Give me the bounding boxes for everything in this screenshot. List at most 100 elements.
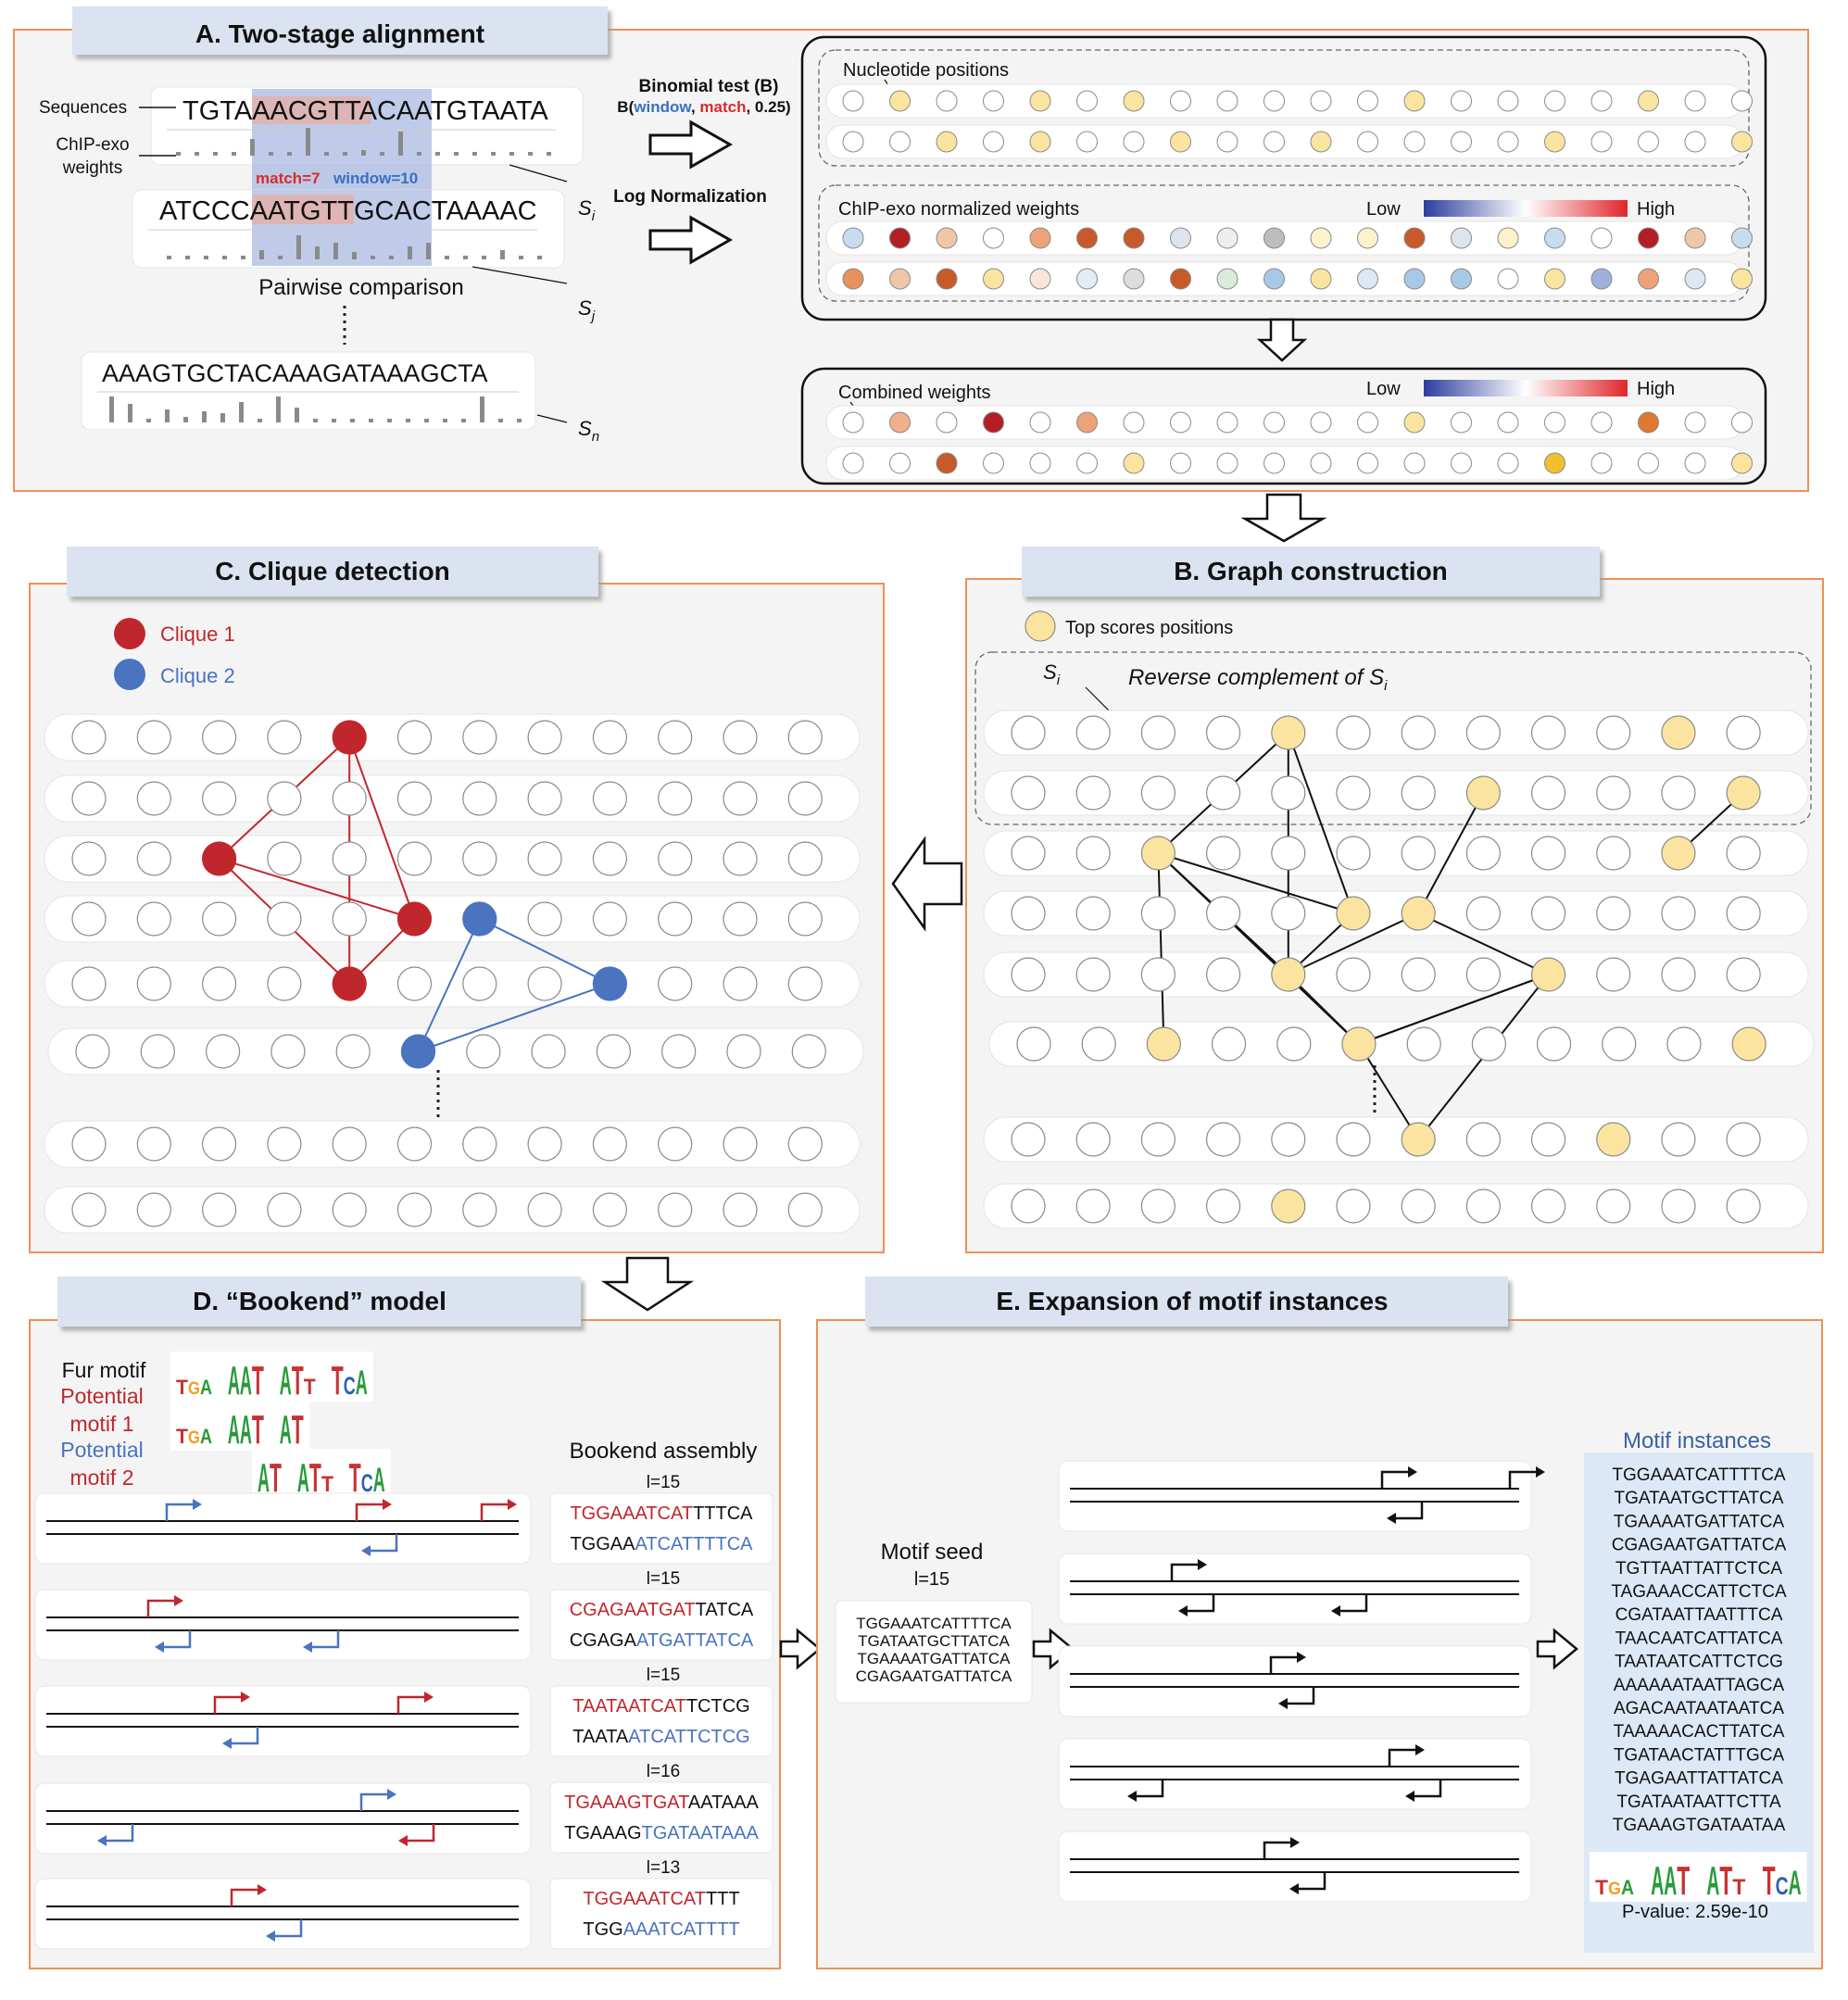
position-node	[136, 841, 171, 876]
position-node	[787, 841, 823, 876]
position-node	[267, 901, 302, 937]
position-node	[1075, 896, 1111, 931]
logo-letter: T	[252, 1358, 264, 1403]
reverse-site-arrow	[406, 1824, 435, 1843]
position-node	[1596, 1189, 1631, 1224]
position-dot	[1451, 411, 1472, 434]
position-dot	[1357, 268, 1378, 290]
position-node	[1661, 896, 1696, 931]
graph-nodes	[1011, 715, 1766, 1224]
position-dot	[936, 268, 958, 290]
logo-background	[170, 1401, 309, 1451]
sequence-row	[44, 713, 861, 761]
reverse-site-arrow	[273, 1919, 303, 1938]
position-dot	[1029, 452, 1051, 474]
position-dot	[842, 268, 864, 290]
position-dot	[1357, 411, 1378, 434]
low-label-2: Low	[1366, 379, 1401, 399]
position-dot	[1310, 90, 1332, 112]
logo-letter: T	[349, 1455, 361, 1501]
position-dot	[1684, 131, 1706, 153]
position-dot	[842, 411, 864, 434]
position-node	[1530, 775, 1566, 811]
sequence-row	[44, 835, 861, 883]
weight-bar	[408, 246, 412, 259]
chipexo-bars-n	[109, 396, 522, 422]
top-score-node	[1661, 715, 1696, 750]
graph-edge	[1358, 1043, 1420, 1140]
weight-bar	[371, 256, 375, 259]
position-dot	[1451, 90, 1472, 112]
position-dot	[1216, 90, 1238, 112]
arrowhead	[97, 1835, 107, 1846]
position-node	[1075, 836, 1111, 871]
strand-card	[34, 1589, 532, 1661]
position-dot	[1263, 131, 1285, 153]
arrowhead	[241, 1692, 250, 1703]
position-node	[396, 1192, 433, 1227]
arrow-down-combined	[1256, 318, 1308, 362]
position-dot	[1403, 131, 1426, 153]
weight-bar	[424, 419, 429, 422]
assembly-top: TGAAAGTGATAATAAA	[564, 1792, 759, 1813]
position-dot	[889, 411, 911, 434]
arrowhead	[1405, 1791, 1414, 1802]
arrow-right-to-expansion	[779, 1628, 822, 1670]
top-scores-label: Top scores positions	[1065, 618, 1233, 638]
assembly-length: l=15	[647, 1569, 680, 1589]
position-node	[1465, 1122, 1501, 1157]
position-dot	[1544, 268, 1565, 290]
reverse-site-arrow	[1286, 1687, 1315, 1705]
assembly-bottom: TAATAATCATTCTCG	[572, 1727, 749, 1747]
graph-edge	[1157, 852, 1165, 1045]
logo-letter: A	[200, 1426, 212, 1448]
position-node	[723, 901, 758, 937]
weight-bar	[387, 419, 392, 422]
top-score-node	[1661, 836, 1696, 871]
position-dot	[1029, 268, 1051, 290]
position-node	[592, 781, 628, 816]
clique1-node	[202, 841, 237, 876]
reverse-site-arrow	[1186, 1594, 1215, 1613]
position-node	[1011, 836, 1046, 871]
position-dot	[842, 131, 864, 153]
chipexo-bars-i	[176, 128, 551, 156]
position-node	[723, 841, 758, 876]
position-node	[1661, 957, 1696, 992]
weight-bar	[146, 419, 151, 422]
arrowhead	[174, 1595, 183, 1606]
top-score-node	[1140, 836, 1175, 871]
weight-bar	[185, 256, 190, 259]
position-node	[787, 966, 823, 1001]
position-node	[658, 966, 693, 1001]
top-score-node	[1731, 1026, 1766, 1062]
position-dot	[1731, 131, 1753, 153]
position-node	[1140, 1122, 1175, 1157]
position-node	[71, 1192, 107, 1227]
logo-letter: G	[1608, 1879, 1621, 1899]
position-node	[1530, 896, 1566, 931]
logo-letter: G	[188, 1378, 200, 1399]
arrow-down-to-graph	[1240, 493, 1327, 543]
reverse-site-arrow	[1135, 1780, 1164, 1798]
position-dot	[1731, 411, 1753, 434]
top-score-node	[1401, 896, 1436, 931]
clique-nodes	[71, 720, 826, 1227]
arrowhead	[266, 1931, 275, 1942]
position-node	[1596, 715, 1631, 750]
arrow-left-to-clique	[891, 836, 963, 932]
logo-letter: A	[373, 1460, 385, 1499]
logo-letter: T	[309, 1455, 321, 1501]
position-node	[136, 720, 171, 755]
arrowhead	[303, 1642, 312, 1653]
weight-bar	[278, 256, 283, 259]
motif-instance: TGAAAATGATTATCA	[1614, 1512, 1785, 1531]
position-node	[1596, 836, 1631, 871]
logo-letter: A	[1651, 1858, 1664, 1904]
chipexo-weight-dots	[842, 227, 1753, 290]
position-node	[1205, 896, 1241, 931]
strand-card	[34, 1878, 532, 1950]
position-node	[723, 1126, 758, 1162]
